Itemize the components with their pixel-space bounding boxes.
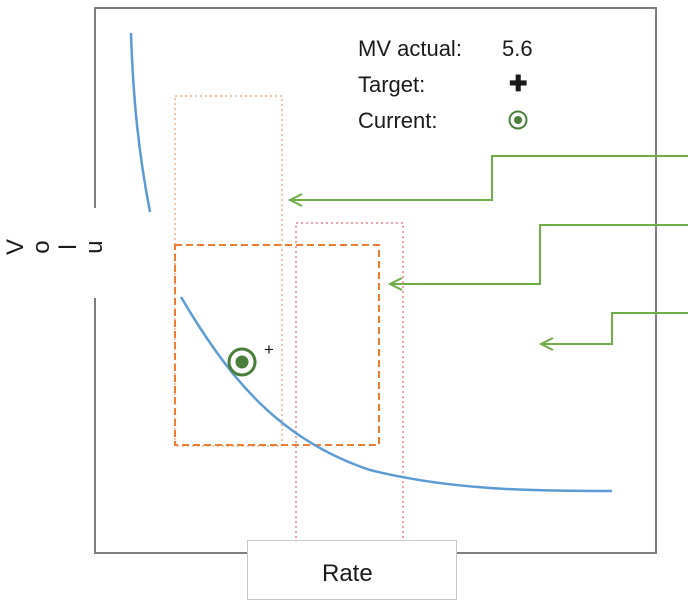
plot-frame bbox=[94, 7, 657, 554]
target-marker: + bbox=[264, 340, 274, 359]
legend-target-icon: ✚ bbox=[509, 71, 528, 96]
callout-arrow-2 bbox=[387, 224, 688, 291]
mv-actual-label: MV actual: bbox=[358, 36, 462, 61]
y-axis-letter-o: o bbox=[28, 240, 55, 254]
callout-arrow-1 bbox=[287, 155, 688, 207]
x-axis-label: Rate bbox=[322, 560, 373, 587]
curve-lower-segment bbox=[179, 296, 613, 493]
current-point-ring bbox=[227, 347, 257, 377]
y-axis-letter-u: u bbox=[81, 240, 108, 254]
x-axis-label-box bbox=[247, 540, 457, 600]
operating-window bbox=[174, 244, 380, 446]
current-point-dot bbox=[235, 355, 249, 369]
y-axis-letter-l: l bbox=[55, 244, 82, 250]
volume-window bbox=[174, 95, 283, 447]
plot-frame-lower bbox=[94, 298, 247, 554]
mv-actual-value: 5.6 bbox=[502, 36, 533, 61]
rate-window bbox=[295, 222, 404, 577]
callout-arrow-3 bbox=[538, 312, 688, 351]
curve-upper-segment bbox=[129, 32, 152, 213]
target-label: Target: bbox=[358, 72, 426, 97]
current-label: Current: bbox=[358, 108, 438, 133]
legend-current-icon-dot bbox=[514, 116, 522, 124]
legend-current-icon-ring bbox=[508, 110, 528, 130]
y-axis-letter-v: V bbox=[2, 239, 29, 256]
